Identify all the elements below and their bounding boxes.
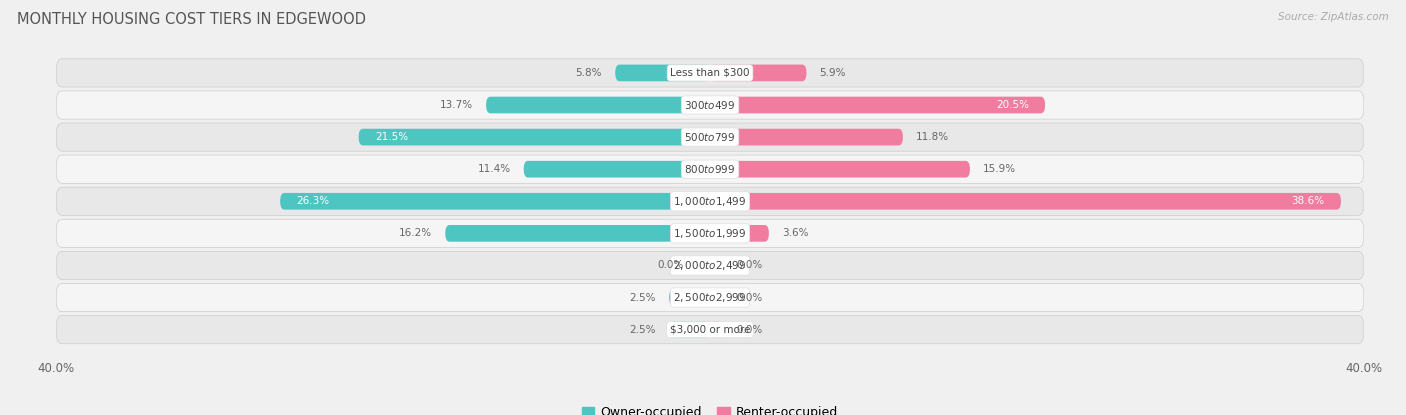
Text: 2.5%: 2.5% [630,293,657,303]
Text: $1,500 to $1,999: $1,500 to $1,999 [673,227,747,240]
FancyBboxPatch shape [56,187,1364,215]
Legend: Owner-occupied, Renter-occupied: Owner-occupied, Renter-occupied [582,406,838,415]
FancyBboxPatch shape [710,225,769,242]
Text: Source: ZipAtlas.com: Source: ZipAtlas.com [1278,12,1389,22]
Text: 11.4%: 11.4% [478,164,510,174]
FancyBboxPatch shape [710,97,1045,113]
FancyBboxPatch shape [710,65,807,81]
FancyBboxPatch shape [56,91,1364,119]
Text: 0.0%: 0.0% [737,325,762,334]
FancyBboxPatch shape [486,97,710,113]
FancyBboxPatch shape [56,315,1364,344]
FancyBboxPatch shape [280,193,710,210]
Text: 20.5%: 20.5% [995,100,1029,110]
FancyBboxPatch shape [697,257,710,274]
Text: 16.2%: 16.2% [399,228,432,238]
Text: 11.8%: 11.8% [915,132,949,142]
Text: 38.6%: 38.6% [1292,196,1324,206]
FancyBboxPatch shape [669,321,710,338]
Text: 5.8%: 5.8% [575,68,602,78]
FancyBboxPatch shape [710,257,723,274]
Text: $2,500 to $2,999: $2,500 to $2,999 [673,291,747,304]
Text: Less than $300: Less than $300 [671,68,749,78]
Text: 0.0%: 0.0% [737,293,762,303]
Text: 21.5%: 21.5% [375,132,408,142]
FancyBboxPatch shape [56,155,1364,183]
FancyBboxPatch shape [710,193,1341,210]
FancyBboxPatch shape [446,225,710,242]
FancyBboxPatch shape [523,161,710,178]
Text: MONTHLY HOUSING COST TIERS IN EDGEWOOD: MONTHLY HOUSING COST TIERS IN EDGEWOOD [17,12,366,27]
FancyBboxPatch shape [56,283,1364,312]
Text: 13.7%: 13.7% [440,100,472,110]
Text: 3.6%: 3.6% [782,228,808,238]
Text: $500 to $799: $500 to $799 [685,131,735,143]
Text: 15.9%: 15.9% [983,164,1017,174]
FancyBboxPatch shape [710,321,723,338]
FancyBboxPatch shape [669,289,710,306]
FancyBboxPatch shape [710,289,723,306]
FancyBboxPatch shape [359,129,710,145]
FancyBboxPatch shape [56,123,1364,151]
FancyBboxPatch shape [710,129,903,145]
Text: 0.0%: 0.0% [737,261,762,271]
Text: $3,000 or more: $3,000 or more [669,325,751,334]
Text: 2.5%: 2.5% [630,325,657,334]
FancyBboxPatch shape [56,219,1364,247]
FancyBboxPatch shape [56,59,1364,87]
Text: $1,000 to $1,499: $1,000 to $1,499 [673,195,747,208]
FancyBboxPatch shape [56,251,1364,280]
Text: $300 to $499: $300 to $499 [685,99,735,111]
Text: 26.3%: 26.3% [297,196,329,206]
FancyBboxPatch shape [616,65,710,81]
Text: $800 to $999: $800 to $999 [685,163,735,175]
Text: 0.0%: 0.0% [658,261,683,271]
Text: 5.9%: 5.9% [820,68,846,78]
Text: $2,000 to $2,499: $2,000 to $2,499 [673,259,747,272]
FancyBboxPatch shape [710,161,970,178]
